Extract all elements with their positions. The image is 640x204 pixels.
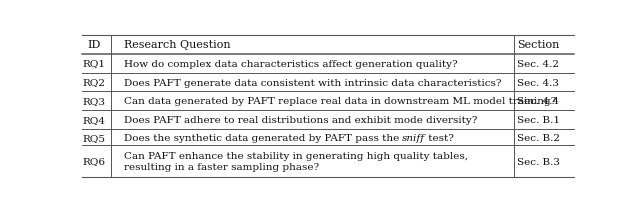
Text: Research Question: Research Question [124, 40, 230, 50]
Text: RQ3: RQ3 [83, 97, 106, 106]
Text: RQ1: RQ1 [83, 59, 106, 68]
Text: test?: test? [425, 133, 454, 142]
Text: Sec. 4.3: Sec. 4.3 [518, 78, 559, 87]
Text: Sec. 4.2: Sec. 4.2 [518, 59, 559, 68]
Text: RQ2: RQ2 [83, 78, 106, 87]
Text: RQ6: RQ6 [83, 157, 106, 166]
Text: RQ4: RQ4 [83, 116, 106, 125]
Text: Can PAFT enhance the stability in generating high quality tables,
resulting in a: Can PAFT enhance the stability in genera… [124, 151, 468, 172]
Text: ID: ID [87, 40, 100, 50]
Text: Sec. 4.4: Sec. 4.4 [518, 97, 559, 106]
Text: Sec. B.3: Sec. B.3 [518, 157, 561, 166]
Text: Sec. B.1: Sec. B.1 [518, 116, 561, 125]
Text: Does the synthetic data generated by PAFT pass the: Does the synthetic data generated by PAF… [124, 133, 402, 142]
Text: Sec. B.2: Sec. B.2 [518, 133, 561, 142]
Text: sniff: sniff [402, 133, 425, 142]
Text: How do complex data characteristics affect generation quality?: How do complex data characteristics affe… [124, 59, 457, 68]
Text: Section: Section [518, 40, 560, 50]
Text: RQ5: RQ5 [83, 133, 106, 142]
Text: Does PAFT adhere to real distributions and exhibit mode diversity?: Does PAFT adhere to real distributions a… [124, 116, 477, 125]
Text: Can data generated by PAFT replace real data in downstream ML model training?: Can data generated by PAFT replace real … [124, 97, 556, 106]
Text: Does PAFT generate data consistent with intrinsic data characteristics?: Does PAFT generate data consistent with … [124, 78, 501, 87]
